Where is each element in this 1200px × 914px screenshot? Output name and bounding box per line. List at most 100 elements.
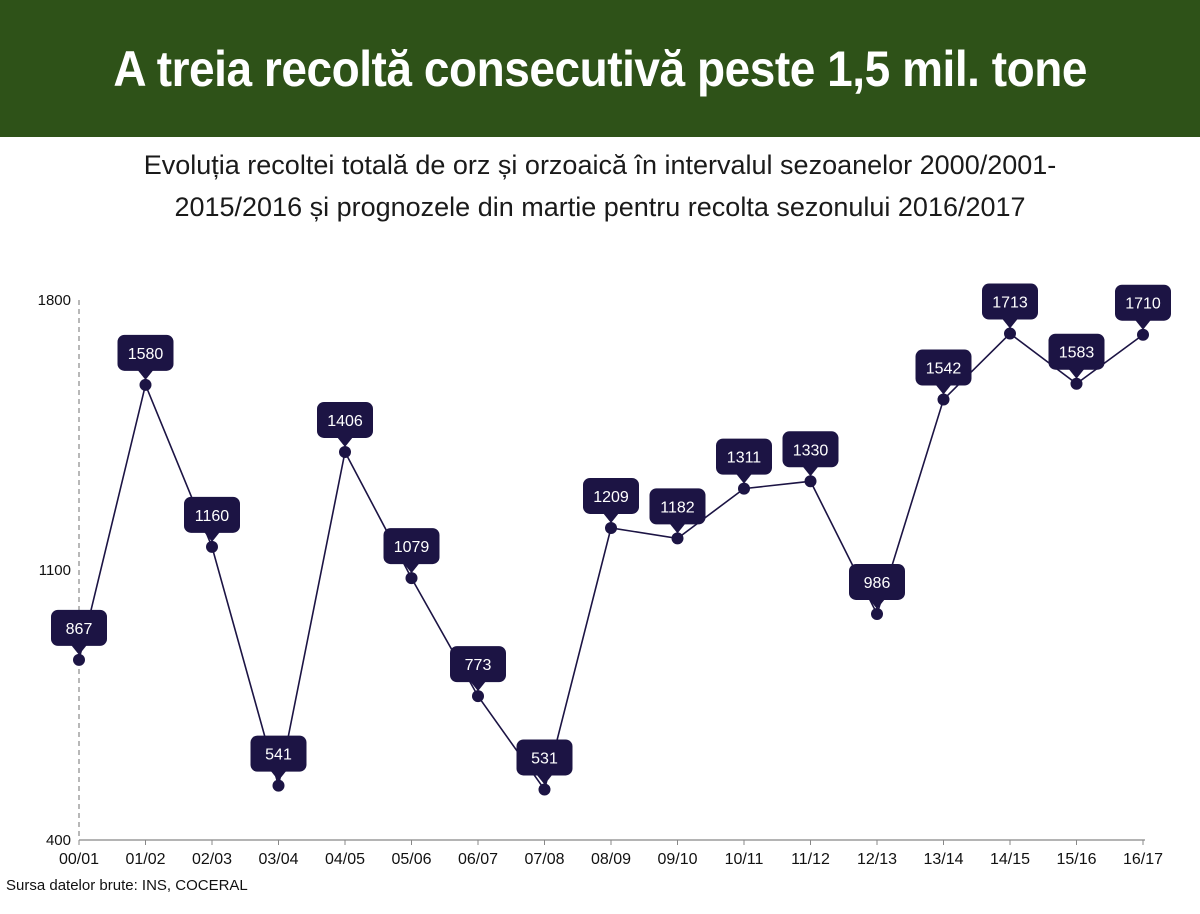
- data-point: [272, 779, 285, 792]
- data-label-pointer: [802, 466, 819, 477]
- x-tick-label: 01/02: [125, 851, 165, 868]
- data-label: 773: [450, 646, 506, 692]
- data-label: 1079: [383, 528, 440, 574]
- data-label-pointer: [470, 681, 486, 692]
- x-tick-label: 10/11: [725, 851, 764, 868]
- x-tick-label: 09/10: [657, 851, 697, 868]
- data-label-pointer: [603, 512, 619, 523]
- data-label-box: [849, 563, 905, 600]
- data-label: 541: [250, 735, 307, 781]
- y-tick-label: 1100: [39, 562, 71, 579]
- data-label-text: 1542: [926, 361, 962, 378]
- chart-axes: 400 1100 1800 00/01 01/02 02/03 03/04 04/05 05/0…: [38, 292, 1163, 868]
- subtitle-line-1: Evoluția recoltei totală de orz și orzoa…: [143, 150, 1057, 180]
- x-tick-label: 13/14: [923, 851, 963, 868]
- data-label-box: [450, 646, 506, 683]
- data-point: [871, 607, 883, 620]
- data-label-text: 986: [864, 575, 891, 592]
- data-point: [671, 532, 684, 545]
- header-banner: A treia recoltă consecutivă peste 1,5 mi…: [0, 0, 1200, 137]
- data-point: [472, 690, 484, 703]
- data-label-pointer: [1068, 368, 1085, 379]
- data-label-box: [982, 283, 1038, 320]
- data-label-box: [250, 735, 307, 772]
- data-label-pointer: [935, 384, 952, 395]
- data-label-pointer: [270, 770, 287, 781]
- data-label-pointer: [204, 531, 220, 542]
- data-point: [206, 540, 218, 553]
- data-label-box: [51, 609, 107, 646]
- chart-series: [73, 327, 1149, 796]
- data-point: [73, 653, 85, 666]
- data-point: [538, 783, 551, 796]
- data-label: 1311: [716, 438, 772, 484]
- data-label-box: [649, 488, 706, 525]
- data-label: 1580: [117, 334, 174, 380]
- data-point: [1004, 327, 1016, 340]
- data-label-text: 1160: [195, 508, 230, 525]
- data-label-box: [1048, 333, 1105, 370]
- y-tick-label: 400: [46, 832, 71, 849]
- page-title: A treia recoltă consecutivă peste 1,5 mi…: [113, 40, 1087, 97]
- data-label-box: [1115, 284, 1171, 321]
- x-tick-label: 02/03: [192, 851, 232, 868]
- data-label: 1160: [184, 496, 240, 542]
- x-tick-label: 05/06: [391, 851, 431, 868]
- data-label-pointer: [869, 598, 885, 609]
- data-label: 1406: [317, 401, 373, 447]
- data-label-pointer: [536, 774, 553, 785]
- x-tick-label: 07/08: [524, 851, 564, 868]
- data-label-box: [516, 739, 573, 776]
- data-point: [405, 572, 418, 585]
- data-label-box: [583, 477, 639, 514]
- chart-subtitle: Evoluția recoltei totală de orz și orzoa…: [0, 144, 1200, 228]
- data-label-text: 1713: [992, 295, 1028, 312]
- data-label: 1542: [915, 349, 972, 395]
- data-label-text: 1209: [593, 489, 629, 506]
- data-point: [1070, 377, 1083, 390]
- data-label-box: [184, 496, 240, 533]
- x-tick-label: 14/15: [990, 851, 1030, 868]
- data-label: 867: [51, 609, 107, 655]
- source-note: Sursa datelor brute: INS, COCERAL: [6, 877, 248, 894]
- series-line: [78, 332, 1144, 792]
- x-tick-label: 06/07: [458, 851, 498, 868]
- data-point: [937, 393, 950, 406]
- data-label-text: 1710: [1125, 296, 1161, 313]
- data-label-text: 1406: [327, 413, 363, 430]
- data-label-pointer: [137, 369, 154, 380]
- data-label-box: [915, 349, 972, 386]
- data-label-box: [782, 431, 839, 468]
- chart-data-labels: 867 1580 1160 541 1406 1079 773 531 1209 1182 1311…: [51, 283, 1171, 785]
- data-label-text: 773: [465, 657, 492, 674]
- data-label-pointer: [1002, 318, 1018, 329]
- data-label: 1330: [782, 431, 839, 477]
- data-point: [1137, 328, 1149, 341]
- data-label-text: 1583: [1059, 345, 1095, 362]
- x-tick-label: 04/05: [325, 851, 365, 868]
- data-point: [339, 445, 351, 458]
- data-label-pointer: [669, 523, 686, 534]
- data-label: 1713: [982, 283, 1038, 329]
- data-label: 986: [849, 563, 905, 609]
- data-label: 1583: [1048, 333, 1105, 379]
- data-label-pointer: [337, 436, 353, 447]
- subtitle-line-2: 2015/2016 și prognozele din martie pentr…: [174, 192, 1026, 222]
- data-label-box: [716, 438, 772, 475]
- data-label: 1209: [583, 477, 639, 523]
- x-tick-label: 12/13: [857, 851, 897, 868]
- x-tick-label: 08/09: [591, 851, 631, 868]
- data-label-text: 1580: [128, 346, 164, 363]
- data-label: 1710: [1115, 284, 1171, 330]
- data-label-pointer: [71, 644, 87, 655]
- data-label-box: [317, 401, 373, 438]
- data-label-text: 1182: [660, 499, 695, 516]
- data-label-pointer: [736, 473, 752, 484]
- data-label-text: 867: [66, 621, 93, 638]
- data-label-pointer: [1135, 319, 1151, 330]
- x-tick-label: 00/01: [59, 851, 99, 868]
- data-label-box: [383, 528, 440, 565]
- x-tick-label: 15/16: [1056, 851, 1096, 868]
- data-point: [605, 521, 617, 534]
